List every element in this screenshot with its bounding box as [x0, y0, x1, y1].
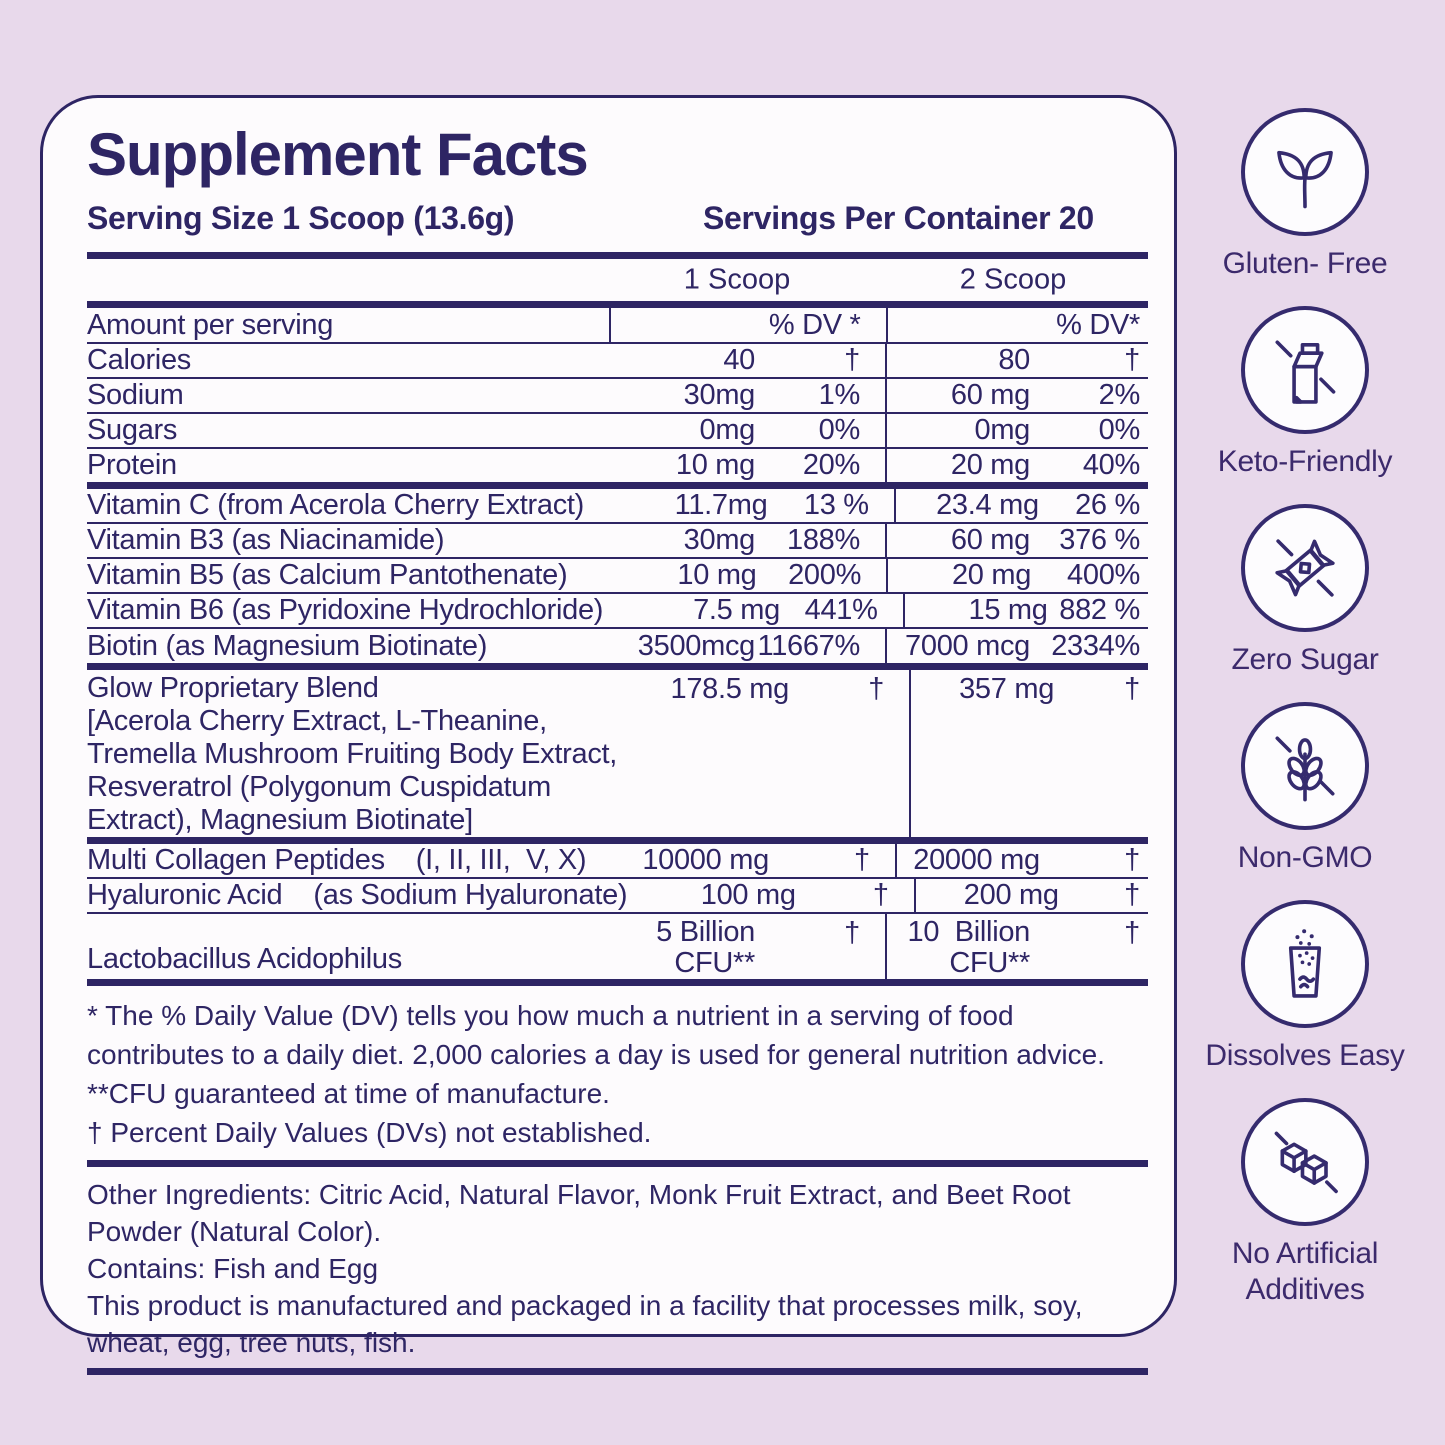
- table-row-protein: Protein 10 mg 20% 20 mg 40%: [87, 449, 1140, 482]
- badge-label: No Artificial Additives: [1231, 1237, 1379, 1306]
- badge-no-artificial-additives: No Artificial Additives: [1180, 1098, 1430, 1308]
- serving-info: Serving Size 1 Scoop (13.6g) Servings Pe…: [87, 200, 1148, 240]
- scoop-columns-header: 1 Scoop 2 Scoop: [87, 259, 1148, 301]
- badge-zero-sugar: Zero Sugar: [1231, 504, 1379, 678]
- serving-size-label: Serving Size 1 Scoop (13.6g): [87, 200, 515, 236]
- supplement-facts-panel: Supplement Facts Serving Size 1 Scoop (1…: [40, 95, 1177, 1375]
- no-dairy-icon: [1240, 306, 1369, 434]
- cfu-footnote: **CFU guaranteed at time of manufacture.: [87, 1078, 610, 1109]
- badge-label: Zero Sugar: [1231, 643, 1379, 676]
- dv-header-scoop2: % DV*: [1056, 308, 1140, 341]
- scoop1-header: 1 Scoop: [683, 263, 791, 296]
- table-row-vitamin-b6: Vitamin B6 (as Pyridoxine Hydrochloride)…: [87, 594, 1148, 629]
- amount-per-serving-label: Amount per serving: [87, 308, 611, 342]
- no-sugar-cubes-icon: [1241, 1098, 1369, 1226]
- no-wheat-icon: [1241, 702, 1369, 830]
- table-row-lactobacillus: Lactobacillus Acidophilus 5 Billion CFU*…: [87, 914, 1140, 979]
- badge-label: Non-GMO: [1237, 841, 1373, 874]
- feature-badges: Gluten- Free Keto-Friendly: [1180, 108, 1430, 1332]
- badge-non-gmo: Non-GMO: [1238, 702, 1373, 876]
- contains-text: Contains: Fish and Egg: [87, 1253, 379, 1284]
- divider: [87, 482, 1148, 489]
- no-candy-icon: [1240, 504, 1369, 632]
- footnotes: * The % Daily Value (DV) tells you how m…: [87, 996, 1148, 1152]
- table-row-vitamin-b3: Vitamin B3 (as Niacinamide) 30mg 188% 60…: [87, 524, 1148, 559]
- other-ingredients-text: Other Ingredients: Citric Acid, Natural …: [87, 1179, 1071, 1247]
- divider: [87, 301, 1148, 308]
- table-row-collagen: Multi Collagen Peptides (I, II, III, V, …: [87, 844, 1148, 879]
- other-ingredients: Other Ingredients: Citric Acid, Natural …: [87, 1176, 1148, 1361]
- divider: [87, 1160, 1148, 1167]
- sprout-icon: [1241, 108, 1369, 236]
- servings-per-container-label: Servings Per Container 20: [703, 200, 1094, 236]
- dissolving-glass-icon: [1240, 900, 1369, 1028]
- divider: [87, 252, 1148, 259]
- table-row-sodium: Sodium 30mg 1% 60 mg 2%: [87, 379, 1148, 414]
- divider: [87, 979, 1148, 986]
- divider: [87, 837, 1148, 844]
- badge-keto-friendly: Keto-Friendly: [1218, 306, 1393, 480]
- table-row-calories: Calories 40 † 80 †: [87, 344, 1148, 379]
- table-row-vitamin-c: Vitamin C (from Acerola Cherry Extract) …: [87, 489, 1148, 524]
- scoop2-header: 2 Scoop: [959, 263, 1067, 296]
- badge-gluten-free: Gluten- Free: [1223, 108, 1388, 282]
- page-title: Supplement Facts: [87, 121, 589, 188]
- badge-label: Keto-Friendly: [1217, 445, 1393, 478]
- badge-label: Dissolves Easy: [1205, 1039, 1405, 1072]
- allergen-facility-text: This product is manufactured and package…: [87, 1290, 1083, 1358]
- dagger-footnote: † Percent Daily Values (DVs) not establi…: [87, 1117, 652, 1148]
- blend-name: Glow Proprietary Blend: [87, 672, 379, 704]
- divider: [87, 663, 1148, 670]
- table-row-hyaluronic-acid: Hyaluronic Acid (as Sodium Hyaluronate) …: [87, 879, 1148, 914]
- badge-dissolves-easy: Dissolves Easy: [1205, 900, 1405, 1074]
- table-header-row: Amount per serving % DV * % DV*: [87, 308, 1148, 344]
- badge-label: Gluten- Free: [1222, 247, 1388, 280]
- dv-footnote: * The % Daily Value (DV) tells you how m…: [87, 1000, 1105, 1070]
- table-row-sugars: Sugars 0mg 0% 0mg 0%: [87, 414, 1148, 449]
- divider: [87, 1368, 1148, 1375]
- dv-header-scoop1: % DV *: [768, 308, 861, 341]
- table-row-vitamin-b5: Vitamin B5 (as Calcium Pantothenate) 10 …: [87, 559, 1148, 594]
- table-row-biotin: Biotin (as Magnesium Biotinate) 3500mcg …: [87, 629, 1140, 663]
- table-row-proprietary-blend: Glow Proprietary Blend [Acerola Cherry E…: [87, 670, 1140, 837]
